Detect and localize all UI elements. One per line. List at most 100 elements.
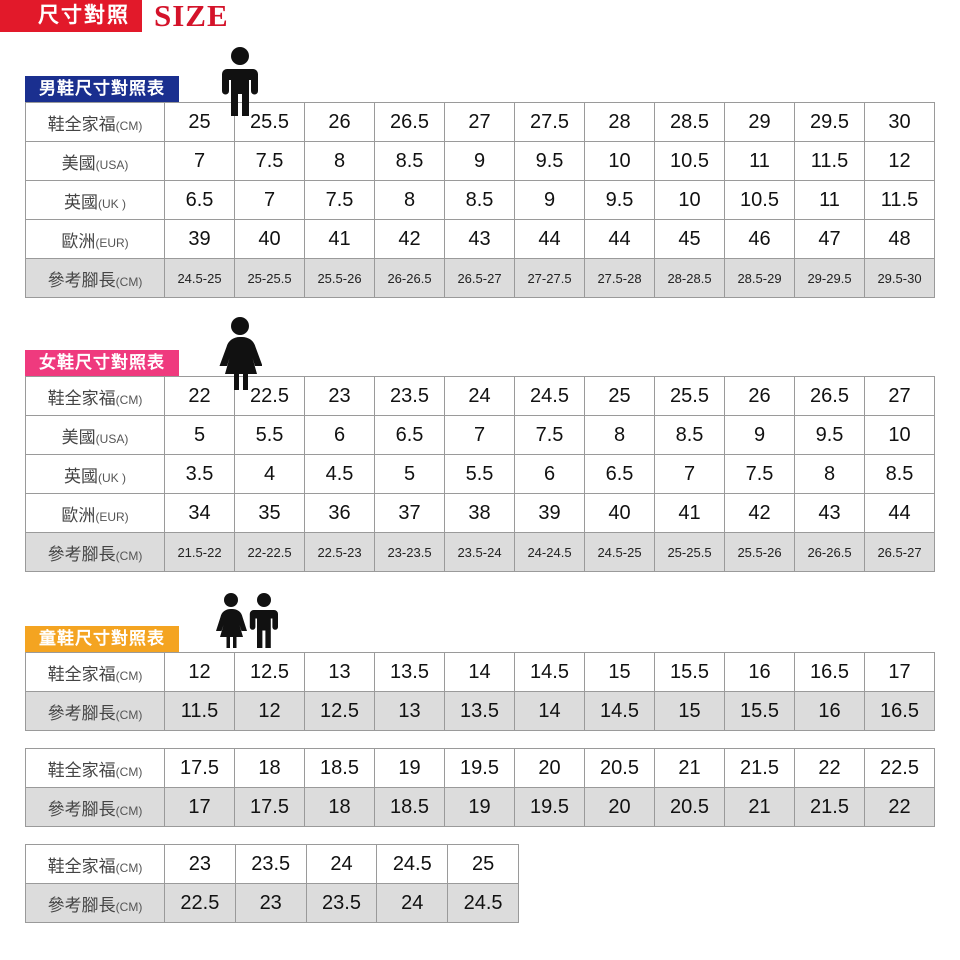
table-row: 美國(USA) 5 5.5 6 6.5 7 7.5 8 8.5 9 9.5 10: [25, 415, 935, 455]
women-table-body: 鞋全家福(CM) 22 22.5 23 23.5 24 24.5 25 25.5 26 26.5 27…: [25, 376, 935, 572]
size-cell: 41: [304, 219, 375, 259]
size-cell: 26.5-27: [864, 532, 935, 572]
size-cell: 44: [514, 219, 585, 259]
size-cell: 7.5: [724, 454, 795, 494]
size-cell: 22: [794, 748, 865, 788]
size-cell: 24.5: [376, 844, 449, 884]
table-row: 參考腳長(CM) 11.5 12 12.5 13 13.5 14 14.5 15 15.5 16 16…: [25, 691, 935, 731]
size-cell: 45: [654, 219, 725, 259]
size-cell: 41: [654, 493, 725, 533]
size-cell: 14.5: [584, 691, 655, 731]
size-cell: 26: [724, 376, 795, 416]
size-cell: 21: [724, 787, 795, 827]
size-cell: 5.5: [234, 415, 305, 455]
size-cell: 16: [794, 691, 865, 731]
size-cell: 28.5: [654, 102, 725, 142]
table-row: 鞋全家福(CM) 25 25.5 26 26.5 27 27.5 28 28.5 29 29.5 30: [25, 102, 935, 142]
size-cell: 10.5: [724, 180, 795, 220]
size-cell: 9.5: [584, 180, 655, 220]
size-cell: 12: [234, 691, 305, 731]
size-cell: 22.5: [864, 748, 935, 788]
kids-table-2-body: 鞋全家福(CM) 17.5 18 18.5 19 19.5 20 20.5 21 21.5 22 22…: [25, 748, 935, 827]
size-cell: 35: [234, 493, 305, 533]
size-cell: 4.5: [304, 454, 375, 494]
size-cell: 11.5: [864, 180, 935, 220]
row-label-unit: (UK ): [98, 196, 126, 211]
row-label-unit: (CM): [115, 274, 143, 289]
size-cell: 8.5: [444, 180, 515, 220]
size-cell: 16.5: [864, 691, 935, 731]
table-row: 英國(UK ) 6.5 7 7.5 8 8.5 9 9.5 10 10.5 11 11.5: [25, 180, 935, 220]
size-cell: 24: [444, 376, 515, 416]
size-cell: 19.5: [514, 787, 585, 827]
row-label-text: 鞋全家福: [47, 114, 116, 134]
row-label-unit: (CM): [115, 668, 143, 683]
men-table-body: 鞋全家福(CM) 25 25.5 26 26.5 27 27.5 28 28.5 29 29.5 30…: [25, 102, 935, 298]
size-cell: 20: [514, 748, 585, 788]
table-row: 鞋全家福(CM) 23 23.5 24 24.5 25: [25, 844, 519, 884]
table-row: 參考腳長(CM) 17 17.5 18 18.5 19 19.5 20 20.5 21 21.5 22: [25, 787, 935, 827]
size-cell: 26-26.5: [374, 258, 445, 298]
size-cell: 8: [794, 454, 865, 494]
size-cell: 23-23.5: [374, 532, 445, 572]
size-cell: 38: [444, 493, 515, 533]
size-cell: 23.5: [234, 844, 307, 884]
size-cell: 30: [864, 102, 935, 142]
page-header-banner: 尺寸對照 SIZE: [0, 0, 229, 32]
row-label-text: 美國: [61, 153, 96, 173]
size-cell: 23.5: [374, 376, 445, 416]
size-cell: 44: [584, 219, 655, 259]
size-cell: 27.5: [514, 102, 585, 142]
size-cell: 8.5: [864, 454, 935, 494]
table-row: 鞋全家福(CM) 17.5 18 18.5 19 19.5 20 20.5 21 21.5 22 22…: [25, 748, 935, 788]
row-label: 美國(USA): [25, 415, 165, 455]
size-cell: 22.5: [164, 883, 236, 923]
size-cell: 7: [444, 415, 515, 455]
size-cell: 42: [724, 493, 795, 533]
row-label-text: 參考腳長: [47, 544, 116, 564]
size-cell: 17: [864, 652, 935, 692]
table-row: 參考腳長(CM) 24.5-25 25-25.5 25.5-26 26-26.5 26.5…: [25, 258, 935, 298]
row-label-unit: (CM): [115, 899, 143, 914]
size-cell: 29: [724, 102, 795, 142]
row-label: 參考腳長(CM): [25, 691, 165, 731]
woman-figure-icon: [218, 316, 263, 395]
size-cell: 12: [864, 141, 935, 181]
size-cell: 39: [164, 219, 235, 259]
size-cell: 36: [304, 493, 375, 533]
size-cell: 7.5: [234, 141, 305, 181]
size-cell: 13.5: [444, 691, 515, 731]
size-cell: 23: [234, 883, 307, 923]
table-row: 參考腳長(CM) 21.5-22 22-22.5 22.5-23 23-23.5 23.5…: [25, 532, 935, 572]
size-cell: 21.5: [794, 787, 865, 827]
size-cell: 10: [654, 180, 725, 220]
size-cell: 14: [444, 652, 515, 692]
size-cell: 15: [654, 691, 725, 731]
size-cell: 24-24.5: [514, 532, 585, 572]
kids-size-table-2: 鞋全家福(CM) 17.5 18 18.5 19 19.5 20 20.5 21 21.5 22 22…: [25, 748, 935, 827]
size-cell: 7: [234, 180, 305, 220]
men-table-title: 男鞋尺寸對照表: [25, 76, 179, 102]
row-label: 鞋全家福(CM): [25, 102, 165, 142]
row-label: 鞋全家福(CM): [25, 748, 165, 788]
table-row: 鞋全家福(CM) 12 12.5 13 13.5 14 14.5 15 15.5 16 16.5 17: [25, 652, 935, 692]
row-label-text: 參考腳長: [47, 799, 116, 819]
size-cell: 10.5: [654, 141, 725, 181]
table-row: 歐洲(EUR) 39 40 41 42 43 44 44 45 46 47 48: [25, 219, 935, 259]
size-cell: 29.5: [794, 102, 865, 142]
row-label-text: 歐洲: [61, 505, 96, 525]
row-label-text: 鞋全家福: [47, 856, 116, 876]
size-cell: 10: [584, 141, 655, 181]
size-cell: 12: [164, 652, 235, 692]
women-size-table: 鞋全家福(CM) 22 22.5 23 23.5 24 24.5 25 25.5 26 26.5 27…: [25, 376, 935, 572]
row-label-text: 鞋全家福: [47, 760, 116, 780]
size-cell: 28-28.5: [654, 258, 725, 298]
size-cell: 26.5: [374, 102, 445, 142]
size-cell: 40: [234, 219, 305, 259]
row-label: 鞋全家福(CM): [25, 652, 165, 692]
size-cell: 17: [164, 787, 235, 827]
size-cell: 11: [794, 180, 865, 220]
row-label-unit: (CM): [115, 803, 143, 818]
size-cell: 12.5: [304, 691, 375, 731]
size-cell: 48: [864, 219, 935, 259]
